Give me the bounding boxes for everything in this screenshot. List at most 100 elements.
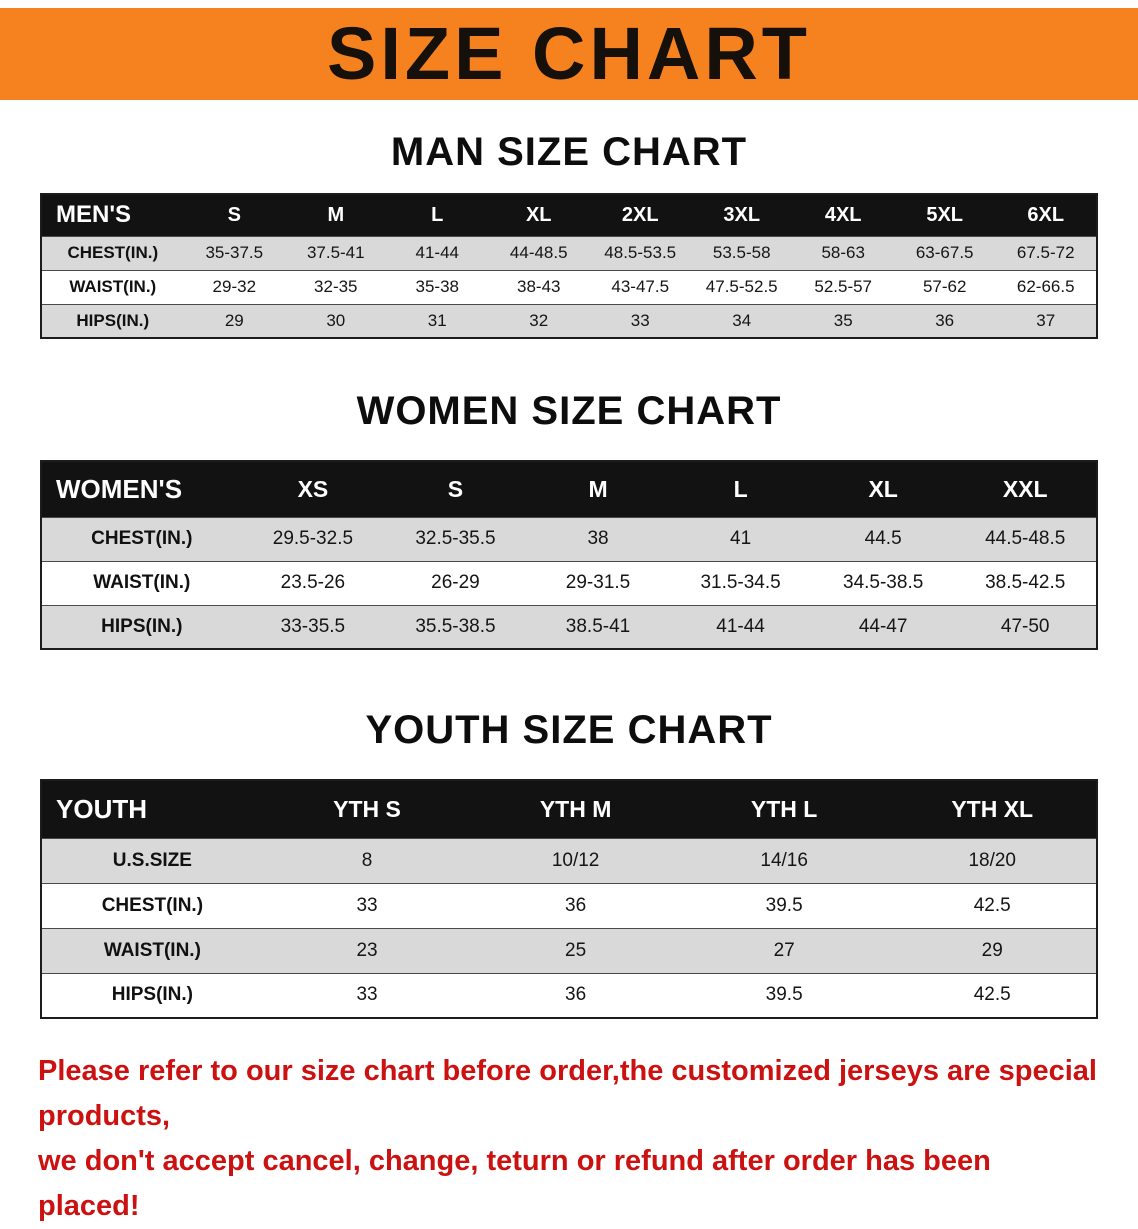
size-value: 34 (732, 310, 752, 330)
size-chart-section: MAN SIZE CHART MEN'S S M L XL 2XL 3XL 4XL 5XL 6XL… (0, 130, 1138, 339)
column-header: YTH XL (951, 795, 1034, 822)
notice-line-2: we don't accept cancel, change, teturn o… (38, 1144, 991, 1222)
size-value: 38.5-41 (565, 615, 631, 637)
size-value: 53.5-58 (712, 243, 771, 262)
table-header-row: YOUTH YTH S YTH M YTH L YTH XL (41, 780, 1097, 838)
row-label: HIPS(IN.) (101, 615, 183, 637)
column-header: M (588, 475, 608, 502)
section-heading: YOUTH SIZE CHART (365, 708, 773, 752)
size-value: 33 (630, 310, 650, 330)
table-row: WAIST(IN.) 29-32 32-35 35-38 38-43 43-47.5 47.… (41, 270, 1097, 304)
size-value: 35-37.5 (205, 243, 264, 262)
size-chart-section: WOMEN SIZE CHART WOMEN'S XS S M L XL XXL CHEST… (0, 389, 1138, 650)
size-value: 44-47 (858, 615, 908, 637)
size-value: 67.5-72 (1016, 243, 1075, 262)
column-header: YTH L (750, 795, 818, 822)
section-heading: MAN SIZE CHART (390, 130, 748, 174)
column-header: XL (868, 475, 898, 502)
table-row: U.S.SIZE 8 10/12 14/16 18/20 (41, 838, 1097, 883)
table-corner-label: WOMEN'S (56, 473, 183, 504)
size-value: 48.5-53.5 (604, 243, 677, 262)
size-value: 41 (730, 528, 752, 549)
table-row: HIPS(IN.) 33-35.5 35.5-38.5 38.5-41 41-44 44-… (41, 605, 1097, 649)
column-header: YTH M (539, 795, 612, 822)
size-table: MEN'S S M L XL 2XL 3XL 4XL 5XL 6XL CHEST(IN.) 35-3… (40, 193, 1098, 339)
table-row: CHEST(IN.) 35-37.5 37.5-41 41-44 44-48.5 48.5… (41, 236, 1097, 270)
column-header: M (327, 203, 345, 226)
banner: SIZE CHART (0, 8, 1138, 100)
row-label: CHEST(IN.) (101, 894, 204, 916)
table-row: WAIST(IN.) 23.5-26 26-29 29-31.5 31.5-34.5 34… (41, 561, 1097, 605)
size-value: 23.5-26 (280, 572, 346, 593)
row-label: WAIST(IN.) (103, 939, 201, 961)
size-value: 29-31.5 (565, 572, 631, 593)
column-header: L (431, 203, 444, 226)
size-value: 39.5 (765, 984, 803, 1006)
size-value: 29 (224, 310, 244, 330)
size-value: 14/16 (760, 849, 808, 871)
row-label: U.S.SIZE (112, 849, 192, 871)
size-value: 31 (427, 310, 447, 330)
column-header: L (733, 475, 748, 502)
size-value: 47-50 (1000, 615, 1050, 637)
size-value: 42.5 (973, 984, 1011, 1006)
table-head: MEN'S S M L XL 2XL 3XL 4XL 5XL 6XL (41, 194, 1097, 236)
row-label: CHEST(IN.) (91, 528, 193, 549)
size-value: 35-38 (415, 277, 459, 296)
size-value: 37 (1036, 310, 1056, 330)
size-value: 36 (565, 894, 587, 916)
row-label: CHEST(IN.) (67, 243, 159, 262)
size-value: 33-35.5 (280, 615, 346, 637)
size-value: 29.5-32.5 (272, 528, 354, 549)
row-label: WAIST(IN.) (93, 572, 191, 593)
size-value: 62-66.5 (1016, 277, 1075, 296)
size-value: 8 (361, 849, 373, 871)
size-value: 58-63 (821, 243, 865, 262)
size-value: 29-32 (212, 277, 257, 296)
table-body: CHEST(IN.) 35-37.5 37.5-41 41-44 44-48.5 48.5… (41, 236, 1097, 338)
size-table: WOMEN'S XS S M L XL XXL CHEST(IN.) 29.5-32.5 32.… (40, 460, 1098, 650)
size-value: 57-62 (922, 277, 967, 296)
size-value: 41-44 (415, 243, 459, 262)
table-header-row: MEN'S S M L XL 2XL 3XL 4XL 5XL 6XL (41, 194, 1097, 236)
size-value: 63-67.5 (915, 243, 974, 262)
size-value: 10/12 (551, 849, 600, 871)
table-row: WAIST(IN.) 23 25 27 29 (41, 928, 1097, 973)
size-value: 41-44 (716, 615, 765, 637)
table-row: CHEST(IN.) 33 36 39.5 42.5 (41, 883, 1097, 928)
size-value: 36 (935, 310, 955, 330)
size-value: 35 (833, 310, 853, 330)
size-value: 27 (773, 939, 795, 961)
column-header: S (447, 475, 464, 502)
size-value: 39.5 (765, 894, 803, 916)
table-body: CHEST(IN.) 29.5-32.5 32.5-35.5 38 41 44.5 44.5… (41, 517, 1097, 649)
column-header: XS (297, 475, 329, 502)
table-head: YOUTH YTH S YTH M YTH L YTH XL (41, 780, 1097, 838)
column-header: 6XL (1027, 203, 1065, 226)
size-value: 37.5-41 (306, 243, 365, 262)
section-heading: WOMEN SIZE CHART (356, 389, 782, 433)
size-value: 47.5-52.5 (705, 277, 778, 296)
page-title: SIZE CHART (327, 12, 811, 95)
row-label: HIPS(IN.) (111, 984, 194, 1006)
column-header: 2XL (621, 203, 659, 226)
table-row: HIPS(IN.) 29 30 31 32 33 34 35 36 37 (41, 304, 1097, 338)
size-value: 38-43 (517, 277, 561, 296)
notice-line-1: Please refer to our size chart before or… (38, 1055, 1097, 1132)
size-value: 26-29 (431, 572, 480, 593)
size-value: 42.5 (973, 894, 1011, 916)
size-value: 32.5-35.5 (415, 528, 496, 549)
size-value: 29 (981, 939, 1003, 961)
size-chart-section: YOUTH SIZE CHART YOUTH YTH S YTH M YTH L YTH… (0, 708, 1138, 1019)
size-value: 35.5-38.5 (415, 615, 496, 637)
size-value: 44.5 (864, 528, 902, 549)
size-value: 33 (356, 894, 378, 916)
size-value: 38.5-42.5 (985, 572, 1066, 593)
column-header: YTH S (333, 795, 401, 822)
size-chart-page: SIZE CHART MAN SIZE CHART MEN'S S M L XL 2XL 3… (0, 8, 1138, 1229)
size-value: 52.5-57 (814, 277, 873, 296)
size-value: 34.5-38.5 (843, 572, 924, 593)
column-header: S (227, 203, 241, 226)
size-value: 30 (326, 310, 346, 330)
charts-container: MAN SIZE CHART MEN'S S M L XL 2XL 3XL 4XL 5XL 6XL… (0, 130, 1138, 1019)
